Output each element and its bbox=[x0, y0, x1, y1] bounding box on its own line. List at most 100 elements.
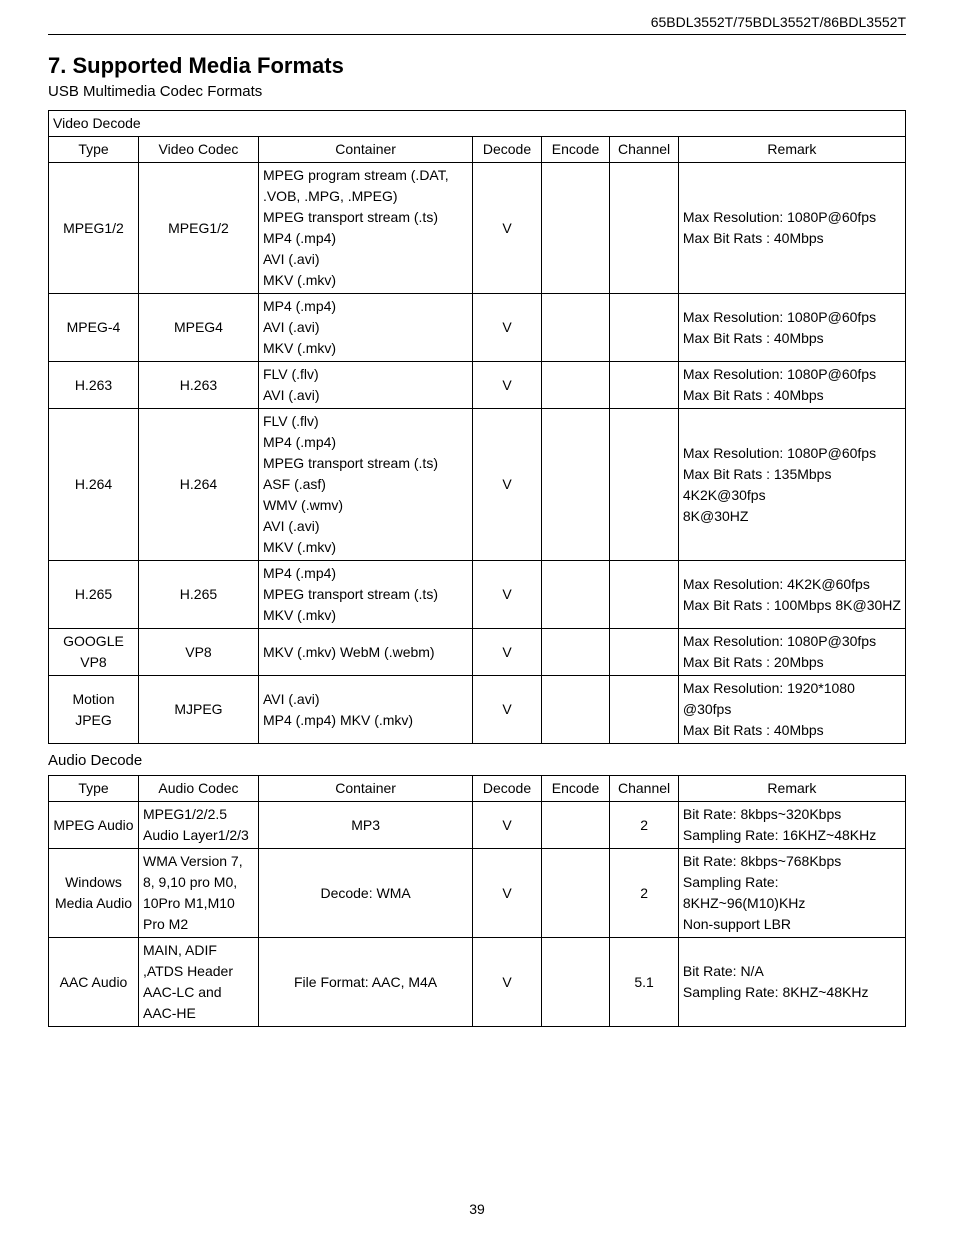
table-caption-row: Video Decode bbox=[49, 111, 906, 137]
col-codec: Audio Codec bbox=[138, 776, 258, 802]
cell-codec: MPEG1/2/2.5 Audio Layer1/2/3 bbox=[138, 802, 258, 849]
cell-encode bbox=[541, 561, 610, 629]
cell-encode bbox=[541, 938, 610, 1027]
section-title: 7. Supported Media Formats bbox=[48, 53, 906, 79]
col-container: Container bbox=[258, 776, 472, 802]
page-number: 39 bbox=[0, 1201, 954, 1217]
table-row: MPEG-4MPEG4MP4 (.mp4) AVI (.avi) MKV (.m… bbox=[49, 294, 906, 362]
cell-type: Motion JPEG bbox=[49, 676, 139, 744]
cell-channel bbox=[610, 676, 679, 744]
cell-codec: H.264 bbox=[138, 409, 258, 561]
video-decode-caption: Video Decode bbox=[49, 111, 906, 137]
cell-container: AVI (.avi) MP4 (.mp4) MKV (.mkv) bbox=[258, 676, 472, 744]
cell-remark: Max Resolution: 1080P@60fps Max Bit Rats… bbox=[678, 409, 905, 561]
col-remark: Remark bbox=[678, 137, 905, 163]
table-row: H.265H.265MP4 (.mp4) MPEG transport stre… bbox=[49, 561, 906, 629]
cell-encode bbox=[541, 849, 610, 938]
col-encode: Encode bbox=[541, 137, 610, 163]
table-row: H.263H.263FLV (.flv) AVI (.avi)VMax Reso… bbox=[49, 362, 906, 409]
table-row: MPEG AudioMPEG1/2/2.5 Audio Layer1/2/3MP… bbox=[49, 802, 906, 849]
cell-type: GOOGLE VP8 bbox=[49, 629, 139, 676]
cell-container: MPEG program stream (.DAT, .VOB, .MPG, .… bbox=[258, 163, 472, 294]
cell-codec: MPEG4 bbox=[138, 294, 258, 362]
table-row: H.264H.264FLV (.flv) MP4 (.mp4) MPEG tra… bbox=[49, 409, 906, 561]
table-header-row: Type Video Codec Container Decode Encode… bbox=[49, 137, 906, 163]
cell-decode: V bbox=[473, 676, 542, 744]
cell-container: Decode: WMA bbox=[258, 849, 472, 938]
cell-remark: Max Resolution: 1920*1080 @30fps Max Bit… bbox=[678, 676, 905, 744]
cell-remark: Max Resolution: 1080P@30fps Max Bit Rats… bbox=[678, 629, 905, 676]
cell-codec: MPEG1/2 bbox=[138, 163, 258, 294]
cell-channel: 2 bbox=[610, 802, 679, 849]
section-subtitle: USB Multimedia Codec Formats bbox=[48, 83, 906, 100]
cell-type: MPEG1/2 bbox=[49, 163, 139, 294]
cell-encode bbox=[541, 294, 610, 362]
cell-encode bbox=[541, 629, 610, 676]
table-row: MPEG1/2MPEG1/2MPEG program stream (.DAT,… bbox=[49, 163, 906, 294]
table-row: AAC AudioMAIN, ADIF ,ATDS Header AAC-LC … bbox=[49, 938, 906, 1027]
cell-codec: MAIN, ADIF ,ATDS Header AAC-LC and AAC-H… bbox=[138, 938, 258, 1027]
cell-encode bbox=[541, 362, 610, 409]
cell-container: FLV (.flv) AVI (.avi) bbox=[258, 362, 472, 409]
cell-decode: V bbox=[473, 629, 542, 676]
cell-decode: V bbox=[473, 409, 542, 561]
cell-channel bbox=[610, 362, 679, 409]
col-decode: Decode bbox=[473, 137, 542, 163]
cell-encode bbox=[541, 163, 610, 294]
header-model-numbers: 65BDL3552T/75BDL3552T/86BDL3552T bbox=[651, 14, 906, 30]
cell-remark: Bit Rate: 8kbps~320Kbps Sampling Rate: 1… bbox=[678, 802, 905, 849]
cell-decode: V bbox=[473, 561, 542, 629]
cell-channel bbox=[610, 409, 679, 561]
cell-container: MP3 bbox=[258, 802, 472, 849]
cell-decode: V bbox=[473, 802, 542, 849]
cell-channel: 2 bbox=[610, 849, 679, 938]
table-row: Motion JPEGMJPEGAVI (.avi) MP4 (.mp4) MK… bbox=[49, 676, 906, 744]
cell-remark: Max Resolution: 1080P@60fps Max Bit Rats… bbox=[678, 362, 905, 409]
cell-type: MPEG Audio bbox=[49, 802, 139, 849]
cell-decode: V bbox=[473, 163, 542, 294]
cell-channel bbox=[610, 294, 679, 362]
cell-type: H.264 bbox=[49, 409, 139, 561]
cell-remark: Bit Rate: N/A Sampling Rate: 8KHZ~48KHz bbox=[678, 938, 905, 1027]
cell-container: File Format: AAC, M4A bbox=[258, 938, 472, 1027]
cell-type: H.263 bbox=[49, 362, 139, 409]
audio-decode-subtitle: Audio Decode bbox=[48, 752, 906, 769]
video-decode-table: Video Decode Type Video Codec Container … bbox=[48, 110, 906, 744]
col-decode: Decode bbox=[473, 776, 542, 802]
cell-codec: MJPEG bbox=[138, 676, 258, 744]
cell-decode: V bbox=[473, 849, 542, 938]
cell-type: MPEG-4 bbox=[49, 294, 139, 362]
cell-codec: H.263 bbox=[138, 362, 258, 409]
cell-codec: WMA Version 7, 8, 9,10 pro M0, 10Pro M1,… bbox=[138, 849, 258, 938]
table-row: GOOGLE VP8VP8MKV (.mkv) WebM (.webm)VMax… bbox=[49, 629, 906, 676]
cell-remark: Max Resolution: 1080P@60fps Max Bit Rats… bbox=[678, 294, 905, 362]
cell-decode: V bbox=[473, 938, 542, 1027]
col-type: Type bbox=[49, 137, 139, 163]
cell-channel bbox=[610, 163, 679, 294]
cell-channel: 5.1 bbox=[610, 938, 679, 1027]
cell-decode: V bbox=[473, 294, 542, 362]
cell-container: MP4 (.mp4) AVI (.avi) MKV (.mkv) bbox=[258, 294, 472, 362]
col-codec: Video Codec bbox=[138, 137, 258, 163]
page-header: 65BDL3552T/75BDL3552T/86BDL3552T bbox=[48, 14, 906, 35]
cell-decode: V bbox=[473, 362, 542, 409]
cell-type: Windows Media Audio bbox=[49, 849, 139, 938]
cell-container: MKV (.mkv) WebM (.webm) bbox=[258, 629, 472, 676]
cell-type: H.265 bbox=[49, 561, 139, 629]
col-container: Container bbox=[258, 137, 472, 163]
page: 65BDL3552T/75BDL3552T/86BDL3552T 7. Supp… bbox=[0, 0, 954, 1235]
col-encode: Encode bbox=[541, 776, 610, 802]
cell-encode bbox=[541, 676, 610, 744]
cell-container: FLV (.flv) MP4 (.mp4) MPEG transport str… bbox=[258, 409, 472, 561]
cell-remark: Bit Rate: 8kbps~768Kbps Sampling Rate: 8… bbox=[678, 849, 905, 938]
cell-codec: H.265 bbox=[138, 561, 258, 629]
cell-encode bbox=[541, 409, 610, 561]
col-remark: Remark bbox=[678, 776, 905, 802]
cell-channel bbox=[610, 629, 679, 676]
cell-remark: Max Resolution: 1080P@60fps Max Bit Rats… bbox=[678, 163, 905, 294]
cell-channel bbox=[610, 561, 679, 629]
cell-remark: Max Resolution: 4K2K@60fps Max Bit Rats … bbox=[678, 561, 905, 629]
cell-type: AAC Audio bbox=[49, 938, 139, 1027]
audio-decode-table: Type Audio Codec Container Decode Encode… bbox=[48, 775, 906, 1027]
cell-container: MP4 (.mp4) MPEG transport stream (.ts) M… bbox=[258, 561, 472, 629]
